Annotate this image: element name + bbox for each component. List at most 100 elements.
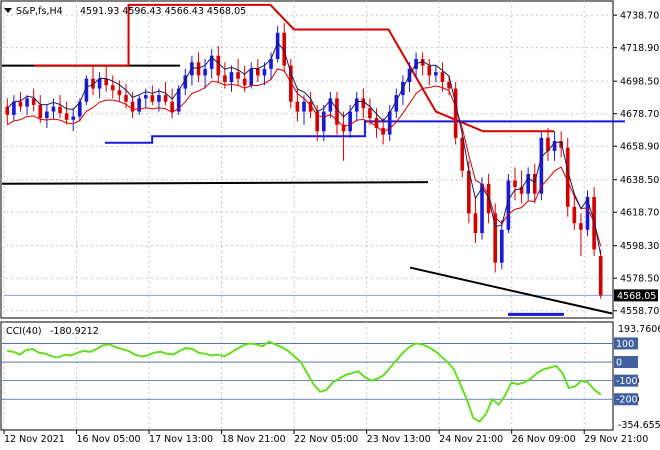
candle-body <box>150 95 155 102</box>
candle-body <box>526 173 530 194</box>
candle-body <box>565 147 570 207</box>
candle-body <box>163 95 168 102</box>
candle-body <box>493 213 498 263</box>
time-tick-label: 12 Nov 2021 <box>4 434 65 445</box>
indicator-grid <box>2 322 613 429</box>
candle-body <box>374 118 379 128</box>
cci-tick-label: -354.655 <box>618 420 660 431</box>
candle-body <box>183 75 188 89</box>
candle-body <box>387 111 392 135</box>
candle-body <box>335 98 339 125</box>
candle-body <box>420 59 425 66</box>
candle-body <box>97 78 102 89</box>
candle-body <box>519 187 524 194</box>
candle-body <box>315 111 319 132</box>
candle-body <box>104 78 109 86</box>
candle-body <box>460 137 465 171</box>
cci-level-label: -200 <box>616 395 638 406</box>
price-tick-label: 4618.70 <box>620 208 659 219</box>
candle-body <box>295 101 300 112</box>
down-trend-line <box>409 266 613 315</box>
time-tick-label: 24 Nov 21:00 <box>439 434 503 445</box>
price-tick-label: 4638.50 <box>620 175 659 186</box>
candle-body <box>18 101 23 107</box>
indicator-header: CCI(40) -180.9212 <box>6 326 99 337</box>
candle-body <box>229 72 234 82</box>
candle-body <box>236 72 240 79</box>
candle-body <box>321 111 326 132</box>
candle-body <box>143 95 148 99</box>
candle-body <box>289 65 293 102</box>
indicator-panel-frame <box>0 321 614 431</box>
candle-body <box>25 98 29 107</box>
candle-body <box>506 180 511 230</box>
price-tick-label: 4738.70 <box>620 11 659 22</box>
cci-level-tag <box>614 337 638 350</box>
candle-body <box>499 229 504 263</box>
candle-body <box>328 98 333 112</box>
cci-level-tag <box>614 393 638 406</box>
time-tick-label: 18 Nov 21:00 <box>222 434 286 445</box>
moving-averages <box>6 41 602 256</box>
candle-body <box>256 68 260 76</box>
price-tick-label: 4678.70 <box>620 109 659 120</box>
candle-body <box>513 180 517 188</box>
moving-average-line <box>6 41 602 256</box>
candle-body <box>124 95 128 102</box>
candle-body <box>45 111 49 119</box>
candle-body <box>110 85 115 91</box>
cci-level-tag <box>614 356 638 369</box>
price-tick-label: 4598.30 <box>620 241 659 252</box>
candle-body <box>58 106 62 114</box>
candle-body <box>130 101 135 112</box>
candle-body <box>467 170 471 214</box>
time-tick-label: 23 Nov 13:00 <box>367 434 431 445</box>
candle-body <box>341 124 346 132</box>
candle-body <box>572 206 577 224</box>
current-price-label: 4568.05 <box>617 291 656 302</box>
candle-body <box>242 78 247 86</box>
candle-body <box>559 141 563 148</box>
candle-body <box>579 223 583 230</box>
candle-body <box>157 95 161 102</box>
candle-body <box>84 78 89 102</box>
indicator-name: CCI(40) <box>6 326 42 337</box>
candle-body <box>480 183 484 234</box>
chart-header: S&P,fs,H4 4591.93 4596.43 4566.43 4568.0… <box>4 6 246 17</box>
price-axis: 4738.70 4718.90 4698.50 4678.70 4658.90 4638.… <box>613 11 659 317</box>
candle-body <box>78 101 82 117</box>
candle-body <box>354 98 359 112</box>
cci-series <box>7 340 602 423</box>
candle-body <box>137 98 141 112</box>
candle-body <box>31 98 36 105</box>
cci-line <box>7 340 602 423</box>
current-price-tag <box>614 289 658 302</box>
candle-body <box>598 256 603 296</box>
candle-body <box>203 68 207 76</box>
time-axis: 12 Nov 2021 16 Nov 05:00 17 Nov 13:00 18 No… <box>3 430 648 445</box>
candle-body <box>269 59 273 69</box>
candle-body <box>38 104 43 119</box>
candle-body <box>361 98 366 109</box>
candle-body <box>64 113 69 120</box>
candle-body <box>170 101 174 112</box>
candle-body <box>117 90 122 96</box>
candle-body <box>427 65 432 76</box>
candle-body <box>302 101 306 112</box>
candle-body <box>453 88 458 138</box>
candle-body <box>532 173 537 194</box>
cci-level-label: 0 <box>616 358 622 369</box>
candle-body <box>282 32 287 66</box>
candle-body <box>262 68 267 76</box>
candle-body <box>440 72 445 82</box>
candle-body <box>546 137 550 151</box>
collapse-triangle-icon[interactable] <box>4 8 12 13</box>
candle-body <box>394 95 399 112</box>
candle-body <box>51 106 56 112</box>
time-tick-label: 17 Nov 13:00 <box>149 434 213 445</box>
candle-body <box>348 111 352 132</box>
candle-body <box>434 72 438 76</box>
candle-body <box>585 196 590 230</box>
